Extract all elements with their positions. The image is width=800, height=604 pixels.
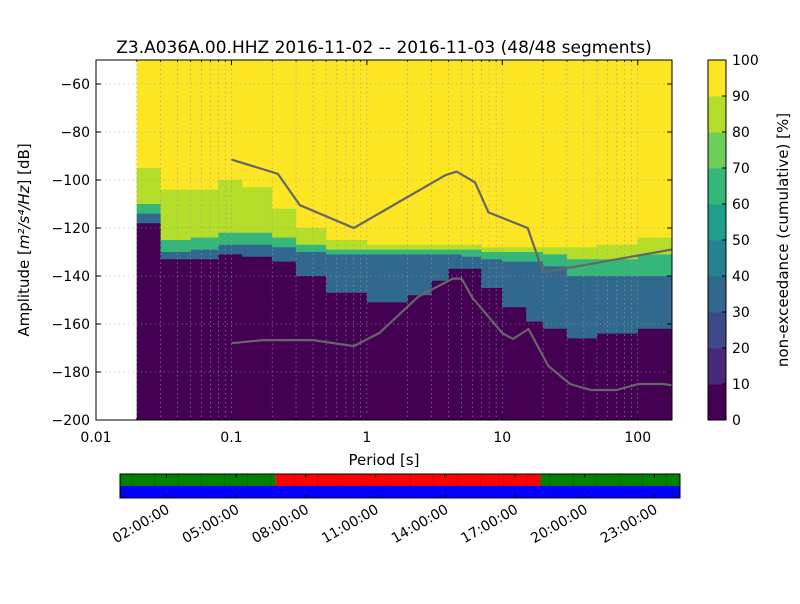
y-tick-label: −140 <box>52 269 90 285</box>
plot-frame <box>95 59 673 421</box>
x-axis-label: Period [s] <box>348 451 419 469</box>
timeline-bars <box>120 474 680 498</box>
colorbar-tick-label: 20 <box>732 341 750 357</box>
colorbar-ticks: 0 10 20 30 40 50 60 70 80 90 100 <box>722 53 759 429</box>
grid-layer <box>96 60 672 420</box>
y-tick-label: −180 <box>52 365 90 381</box>
colorbar-tick-label: 90 <box>732 89 750 105</box>
y-tick-label: −100 <box>52 173 90 189</box>
y-axis-ticks: −60 −80 −100 −120 −140 −160 −180 −200 <box>52 77 672 429</box>
timeline-tick-label: 14:00:00 <box>389 502 451 547</box>
colorbar-swatch <box>708 240 726 277</box>
x-tick-label: 0.1 <box>220 430 242 446</box>
plot-area: 0.01 0.1 1 10 100 −60 −80 −100 −120 −140 −160 −180… <box>52 59 673 446</box>
timeline-top-segment <box>275 474 541 486</box>
colorbar-tick-label: 60 <box>732 197 750 213</box>
heatmap-layer <box>136 60 672 420</box>
timeline-tick-label: 23:00:00 <box>598 502 660 547</box>
y-axis-label-unit: m²/s⁴/Hz <box>15 184 33 249</box>
y-axis-label: Amplitude [m²/s⁴/Hz] [dB] <box>15 143 33 336</box>
timeline-tick-label: 08:00:00 <box>249 502 311 547</box>
colorbar-swatches <box>708 60 726 421</box>
timeline-bottom-bar <box>120 486 680 498</box>
x-axis-ticks: 0.01 0.1 1 10 100 <box>80 60 651 446</box>
colorbar-label: non-exceedance (cumulative) [%] <box>774 113 792 367</box>
noise-model-curves <box>231 158 672 392</box>
colorbar-swatch <box>708 312 726 349</box>
colorbar-tick-label: 100 <box>732 53 759 69</box>
colorbar-swatch <box>708 384 726 421</box>
x-tick-label: 0.01 <box>80 430 111 446</box>
colorbar: 0 10 20 30 40 50 60 70 80 90 100 non-exceedance (c… <box>707 53 792 429</box>
colorbar-tick-label: 30 <box>732 305 750 321</box>
colorbar-swatch <box>708 276 726 313</box>
colorbar-swatch <box>708 348 726 385</box>
heatmap-band-10 <box>136 223 672 420</box>
timeline-top-segment <box>540 474 680 486</box>
colorbar-swatch <box>708 132 726 169</box>
timeline-tick-label: 05:00:00 <box>180 502 242 547</box>
timeline: 02:00:00 05:00:00 08:00:00 11:00:00 14:00:00… <box>110 473 681 547</box>
timeline-frame <box>119 473 681 499</box>
y-tick-label: −200 <box>52 413 90 429</box>
timeline-top-segment <box>120 474 276 486</box>
colorbar-tick-label: 50 <box>732 233 750 249</box>
colorbar-swatch <box>708 60 726 97</box>
colorbar-swatch <box>708 96 726 133</box>
x-tick-label: 100 <box>624 430 651 446</box>
x-tick-label: 1 <box>362 430 371 446</box>
y-tick-label: −60 <box>60 77 90 93</box>
y-axis-label-prefix: Amplitude [ <box>15 249 33 337</box>
nhnm-curve <box>231 158 672 274</box>
colorbar-tick-label: 70 <box>732 161 750 177</box>
colorbar-tick-label: 0 <box>732 413 741 429</box>
colorbar-swatch <box>708 168 726 205</box>
colorbar-swatch <box>708 204 726 241</box>
timeline-tick-label: 11:00:00 <box>319 502 381 547</box>
y-tick-label: −120 <box>52 221 90 237</box>
y-tick-label: −80 <box>60 125 90 141</box>
nlnm-curve <box>231 277 672 392</box>
y-axis-label-suffix: ] [dB] <box>15 143 33 185</box>
timeline-tick-label: 20:00:00 <box>528 502 590 547</box>
colorbar-tick-label: 80 <box>732 125 750 141</box>
y-tick-label: −160 <box>52 317 90 333</box>
timeline-tick-label: 17:00:00 <box>459 502 521 547</box>
timeline-tick-label: 02:00:00 <box>110 502 172 547</box>
colorbar-tick-label: 10 <box>732 377 750 393</box>
colorbar-tick-label: 40 <box>732 269 750 285</box>
x-tick-label: 10 <box>493 430 511 446</box>
chart-title: Z3.A036A.00.HHZ 2016-11-02 -- 2016-11-03… <box>116 38 651 58</box>
